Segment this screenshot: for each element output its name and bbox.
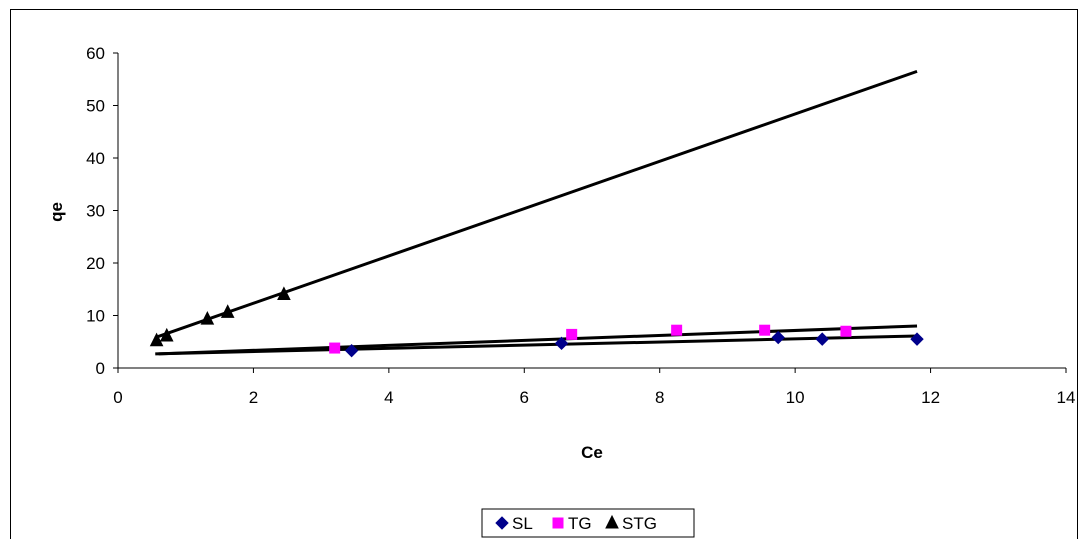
y-tick-label: 20 — [86, 254, 105, 273]
y-tick-label: 10 — [86, 307, 105, 326]
point-tg — [566, 328, 578, 340]
legend-label-tg: TG — [568, 514, 592, 533]
x-tick-label: 0 — [113, 388, 122, 407]
point-stg — [200, 311, 215, 325]
legend-label-sl: SL — [512, 514, 533, 533]
y-tick-label: 40 — [86, 149, 105, 168]
plot-area — [118, 53, 1066, 368]
trendline-sl — [155, 334, 918, 356]
plot-background — [118, 53, 1066, 368]
axes — [113, 52, 1067, 373]
point-stg — [277, 286, 291, 300]
point-sl — [344, 343, 359, 358]
legend-marker-stg — [605, 514, 619, 529]
x-tick-label: 8 — [655, 388, 664, 407]
legend-label-stg: STG — [622, 514, 657, 533]
point-stg — [149, 332, 164, 347]
x-tick-label: 14 — [1057, 388, 1076, 407]
y-tick-label: 50 — [86, 97, 105, 116]
point-sl — [554, 336, 569, 351]
y-tick-label: 0 — [96, 359, 105, 378]
point-stg — [220, 304, 235, 318]
y-tick-label: 30 — [86, 202, 105, 221]
x-tick-label: 10 — [786, 388, 805, 407]
tick-labels: 0 2 4 6 8 10 12 14 0 10 20 30 40 50 60 — [86, 44, 1075, 407]
point-tg — [759, 324, 771, 336]
point-tg — [671, 324, 683, 336]
legend-box — [481, 508, 695, 538]
x-axis-title: Ce — [581, 443, 603, 462]
legend-marker-sl — [495, 516, 509, 530]
point-sl — [771, 330, 785, 345]
legend: SL TG STG — [481, 508, 695, 538]
data-points — [149, 286, 924, 358]
legend-marker-tg — [552, 517, 564, 529]
point-tg — [329, 342, 341, 354]
x-tick-label: 6 — [520, 388, 529, 407]
y-axis-title: qe — [47, 202, 66, 222]
x-tick-label: 4 — [384, 388, 393, 407]
x-tick-label: 2 — [249, 388, 258, 407]
point-tg — [840, 325, 852, 337]
y-tick-label: 60 — [86, 44, 105, 63]
trendline-tg — [158, 324, 918, 356]
x-tick-label: 12 — [921, 388, 940, 407]
point-sl — [910, 332, 924, 346]
point-stg — [159, 327, 174, 342]
point-sl — [815, 332, 829, 346]
